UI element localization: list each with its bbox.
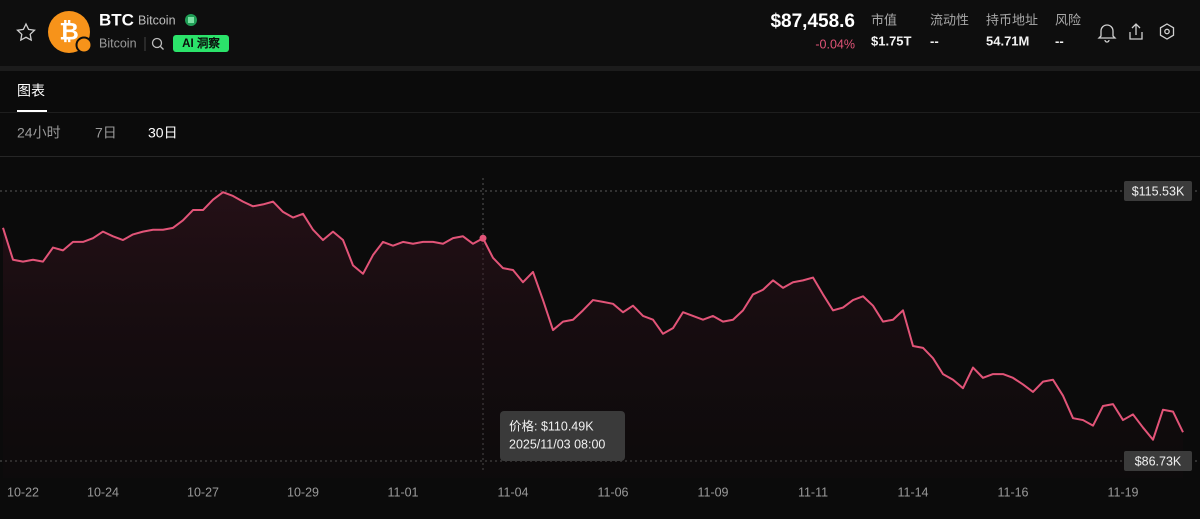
settings-button[interactable]: [1159, 23, 1175, 40]
search-handle: [160, 46, 164, 50]
coin-logo-glyph: ₿: [59, 18, 79, 45]
price: $87,458.6: [770, 11, 855, 32]
header-bar: [0, 0, 1200, 66]
coin-name: Bitcoin: [138, 13, 176, 27]
x-tick-label: 10-22: [7, 485, 39, 499]
star-button[interactable]: [16, 22, 36, 42]
stat-value: $1.75T: [871, 33, 912, 48]
share-button[interactable]: [1129, 23, 1143, 40]
hover-point: [479, 234, 487, 242]
x-tick-label: 10-24: [87, 485, 119, 499]
range-button[interactable]: 24小时: [17, 125, 61, 141]
verified-badge-inner: [188, 17, 194, 23]
settings-center: [1164, 28, 1170, 35]
alert-button[interactable]: [1097, 24, 1117, 43]
x-tick-label: 11-09: [697, 485, 728, 499]
price-change: -0.04%: [815, 37, 855, 51]
coin-subname: Bitcoin: [99, 36, 137, 50]
chart: $115.53K $86.73K 10-22 10-24 10-27 10-29 11-01…: [0, 178, 1200, 499]
stat-value: 54.71M: [986, 33, 1029, 48]
price-label: $115.53K: [1132, 184, 1185, 198]
x-tick-label: 11-04: [497, 485, 528, 499]
range-button[interactable]: 7日: [95, 125, 117, 141]
x-tick-label: 10-29: [287, 485, 319, 499]
x-tick-label: 11-19: [1107, 485, 1138, 499]
ai-badge-text: AI 洞察: [182, 36, 220, 50]
x-tick-label: 11-11: [798, 485, 828, 499]
search-button[interactable]: [151, 37, 163, 49]
x-tick-label: 11-01: [387, 485, 418, 499]
stat-label: 风险: [1055, 12, 1081, 27]
stat-value: --: [930, 33, 939, 48]
price-label: $86.73K: [1135, 454, 1182, 468]
x-tick-label: 11-14: [897, 485, 928, 499]
tab-underline: [17, 110, 47, 112]
header-divider: [0, 66, 1200, 71]
stat-label: 持币地址: [986, 12, 1038, 27]
stat-label: 市值: [871, 12, 897, 27]
x-tick-label: 10-27: [187, 485, 219, 499]
range-button[interactable]: 30日: [148, 125, 178, 141]
x-tick-label: 11-16: [997, 485, 1028, 499]
price-line: [2, 191, 1184, 441]
area-fill: [3, 192, 1183, 478]
tooltip-time: 2025/11/03 08:00: [509, 437, 605, 451]
chain-badge: [75, 36, 93, 54]
stat-label: 流动性: [930, 12, 969, 27]
stat-value: --: [1055, 33, 1064, 48]
tooltip-price: 价格: $110.49K: [509, 418, 594, 433]
tooltip-box: [500, 411, 625, 461]
x-tick-label: 11-06: [597, 485, 628, 499]
price-label-box: [1124, 451, 1192, 472]
ai-badge[interactable]: [173, 35, 229, 52]
price-label-box: [1124, 181, 1192, 202]
tab[interactable]: 图表: [17, 83, 45, 99]
symbol: BTC: [99, 10, 134, 29]
